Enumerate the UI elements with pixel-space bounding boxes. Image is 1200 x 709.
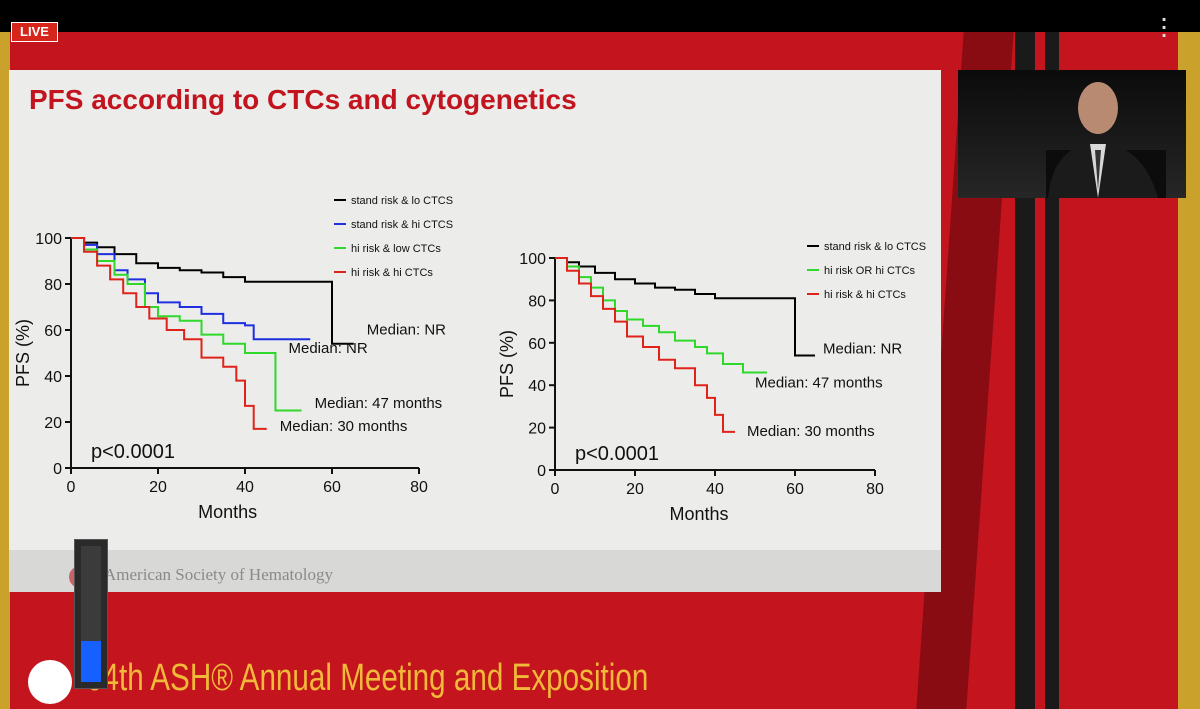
x-tick-label: 40 [706,481,724,498]
conference-title: 64th ASH® Annual Meeting and Exposition [86,657,649,699]
series-line-3 [71,237,302,412]
x-tick-label: 0 [67,479,76,496]
y-axis-label: PFS (%) [13,319,33,387]
median-annotation: Median: 30 months [280,418,408,435]
y-tick-label: 0 [53,461,62,478]
volume-level-fill [81,641,101,682]
live-badge: LIVE [11,22,58,42]
y-axis-label: PFS (%) [497,330,517,398]
km-chart-right: 0 20 40 60 80 100 0 20 40 60 80 Months PFS (%) p<0.00… [497,241,926,524]
y-tick-label: 20 [528,421,546,438]
x-axis-label: Months [669,504,728,524]
p-value: p<0.0001 [575,443,659,465]
volume-slider[interactable] [74,539,108,689]
legend-label: hi risk & hi CTCs [824,289,906,301]
legend-label: hi risk & hi CTCs [351,267,433,279]
median-annotation: Median: NR [823,340,902,357]
legend-label: stand risk & lo CTCS [824,241,926,253]
median-annotation: Median: 47 months [755,374,883,391]
series-line-3 [555,257,735,433]
y-tick-label: 60 [528,336,546,353]
x-tick-label: 20 [149,479,167,496]
background-stripe [1015,32,1035,709]
legend-label: hi risk & low CTCs [351,243,441,255]
y-tick-label: 80 [44,277,62,294]
x-axis-label: Months [198,502,257,522]
slide-footer [9,550,941,592]
background-stripe [0,32,10,709]
x-tick-label: 0 [551,481,560,498]
series-line-4 [71,237,267,430]
presentation-slide: PFS according to CTCs and cytogenetics 0… [9,70,941,592]
p-value: p<0.0001 [91,441,175,463]
km-chart-left: 0 20 40 60 80 100 0 20 40 60 80 Months PFS (%) p<0.00… [13,195,453,522]
x-tick-label: 80 [410,479,428,496]
x-tick-label: 20 [626,481,644,498]
legend-label: hi risk OR hi CTCs [824,265,916,277]
speaker-figure [1046,82,1166,198]
median-annotation: Median: 47 months [315,395,443,412]
series-line-2 [71,237,311,341]
speaker-camera-feed [958,70,1186,198]
series-line-2 [555,257,767,374]
slide-footer-text: American Society of Hematology [104,565,333,584]
legend-label: stand risk & lo CTCS [351,195,453,207]
y-tick-label: 40 [44,369,62,386]
median-annotation: Median: NR [289,340,368,357]
y-tick-label: 80 [528,293,546,310]
video-top-bar [0,0,1200,32]
x-tick-label: 40 [236,479,254,496]
x-tick-label: 60 [323,479,341,496]
x-tick-label: 60 [786,481,804,498]
y-tick-label: 100 [519,251,546,268]
legend-label: stand risk & hi CTCS [351,219,453,231]
y-tick-label: 100 [35,231,62,248]
vertical-ellipsis-icon[interactable]: · · · [1160,10,1168,45]
median-annotation: Median: 30 months [747,423,875,440]
slide-title: PFS according to CTCs and cytogenetics [29,84,577,115]
y-tick-label: 0 [537,463,546,480]
x-tick-label: 80 [866,481,884,498]
ash-logo [28,660,72,704]
background-stripe [1045,32,1059,709]
background-stripe [1178,32,1200,709]
y-tick-label: 40 [528,378,546,395]
y-tick-label: 20 [44,415,62,432]
median-annotation: Median: NR [367,322,446,339]
y-tick-label: 60 [44,323,62,340]
